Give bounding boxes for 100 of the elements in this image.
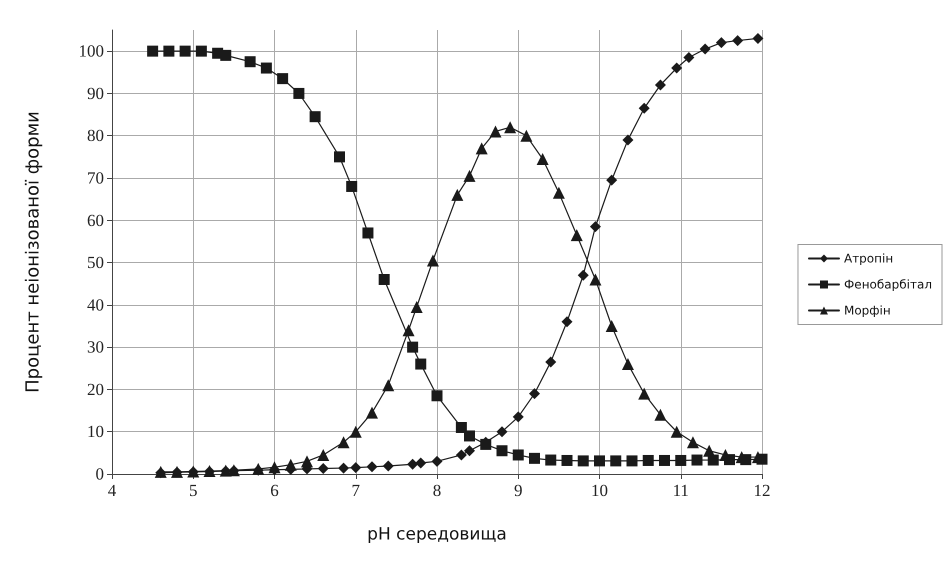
point xyxy=(317,448,330,461)
point xyxy=(402,324,415,336)
point xyxy=(716,37,727,48)
point xyxy=(451,188,464,201)
point xyxy=(310,111,321,122)
point xyxy=(654,79,666,90)
point xyxy=(732,35,744,46)
point xyxy=(456,449,467,460)
point xyxy=(570,229,583,242)
x-tick-label: 5 xyxy=(189,481,198,500)
point xyxy=(622,134,634,146)
point xyxy=(318,463,329,474)
point xyxy=(504,121,516,134)
point xyxy=(578,270,589,281)
point xyxy=(520,130,532,142)
point xyxy=(638,388,650,400)
point xyxy=(626,455,638,466)
x-tick-label: 8 xyxy=(432,481,442,500)
point xyxy=(407,342,418,353)
point xyxy=(366,461,378,472)
point xyxy=(578,455,589,466)
y-tick-label: 30 xyxy=(87,338,104,357)
x-tick-label: 12 xyxy=(754,481,770,500)
point xyxy=(220,50,232,61)
point xyxy=(512,411,524,422)
point xyxy=(606,320,618,332)
point xyxy=(529,452,540,464)
y-tick-label: 10 xyxy=(87,422,104,442)
point xyxy=(464,430,475,442)
point xyxy=(366,406,378,419)
x-tick-label: 4 xyxy=(108,481,117,500)
y-tick-label: 50 xyxy=(87,253,104,272)
x-tick-label: 7 xyxy=(352,481,360,500)
point xyxy=(654,408,666,421)
point xyxy=(338,436,350,448)
point xyxy=(301,455,313,468)
point xyxy=(432,390,442,402)
point xyxy=(496,426,508,438)
point xyxy=(415,358,426,370)
point xyxy=(346,180,358,192)
point xyxy=(686,436,699,448)
point xyxy=(638,102,650,114)
point xyxy=(338,462,350,474)
point xyxy=(410,300,423,313)
y-tick-label: 70 xyxy=(87,168,104,188)
point xyxy=(260,62,272,74)
point xyxy=(512,449,524,460)
point xyxy=(692,454,702,466)
point xyxy=(683,52,694,63)
y-tick-label: 20 xyxy=(87,380,104,399)
x-tick-label: 9 xyxy=(514,481,522,500)
point xyxy=(529,388,540,400)
point xyxy=(590,221,601,232)
legend-label: Морфін xyxy=(844,304,891,318)
point xyxy=(163,46,174,57)
y-axis-title: Процент неіонізованої форми xyxy=(22,111,44,393)
point xyxy=(642,454,654,466)
y-tick-label: 80 xyxy=(87,126,104,146)
point xyxy=(752,32,764,44)
y-tick-label: 60 xyxy=(87,210,104,230)
point xyxy=(670,426,683,438)
y-tick-label: 90 xyxy=(87,84,104,103)
legend-label: Атропін xyxy=(844,252,894,266)
point xyxy=(496,445,508,456)
point xyxy=(180,46,191,57)
point xyxy=(382,379,394,392)
point xyxy=(196,46,207,57)
point xyxy=(622,358,634,370)
y-tick-label: 0 xyxy=(96,464,104,484)
point xyxy=(610,455,622,466)
x-tick-label: 10 xyxy=(591,481,608,500)
point xyxy=(671,62,682,74)
point xyxy=(426,254,439,266)
point xyxy=(594,455,605,466)
point xyxy=(350,462,362,474)
point xyxy=(244,56,256,68)
point xyxy=(456,422,467,433)
y-tick-label: 100 xyxy=(78,42,104,61)
point xyxy=(700,44,711,55)
x-tick-label: 6 xyxy=(270,481,279,500)
point xyxy=(490,125,502,138)
point xyxy=(476,142,488,154)
point xyxy=(362,227,374,238)
point xyxy=(350,426,362,438)
point xyxy=(284,458,297,471)
point xyxy=(147,46,158,57)
point xyxy=(382,460,394,472)
point xyxy=(606,174,618,186)
point xyxy=(277,73,288,84)
point xyxy=(562,454,572,466)
point xyxy=(675,454,686,466)
point xyxy=(589,273,602,286)
point xyxy=(432,456,442,467)
point xyxy=(378,274,390,285)
point xyxy=(703,444,716,457)
point xyxy=(334,151,345,162)
point xyxy=(293,88,304,99)
y-tick-label: 40 xyxy=(87,295,104,314)
point xyxy=(407,458,418,470)
legend-label: Фенобарбітал xyxy=(844,278,932,292)
